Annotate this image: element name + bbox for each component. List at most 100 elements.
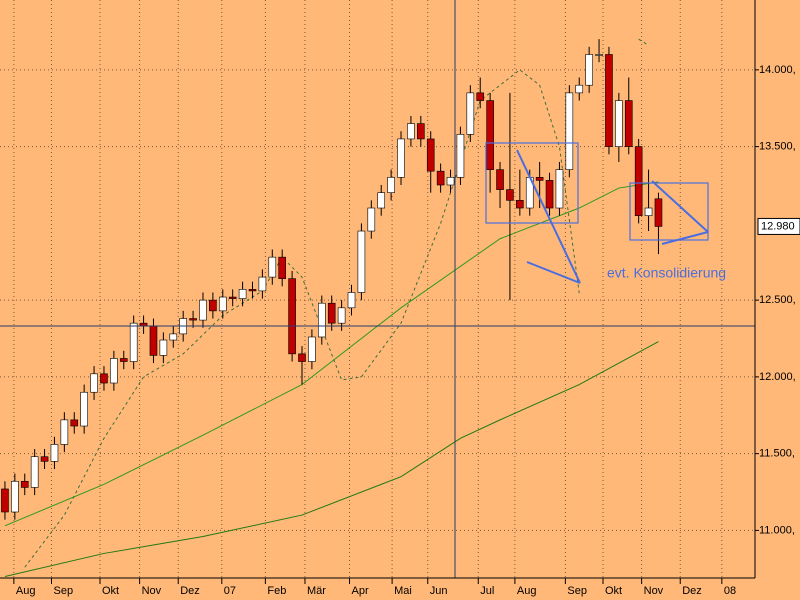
candle-body xyxy=(466,92,475,135)
candle-body xyxy=(228,296,237,299)
candle-body xyxy=(20,480,29,488)
candle-body xyxy=(397,138,405,178)
candle-body xyxy=(258,276,267,292)
x-tick-label: Sep xyxy=(567,585,587,597)
y-tick-label: 14.000, xyxy=(759,64,796,76)
y-tick-label: 12.000, xyxy=(759,371,796,383)
candle-body xyxy=(50,444,59,462)
candle-body xyxy=(199,299,207,321)
candle-body xyxy=(595,54,603,56)
x-tick-label: Okt xyxy=(605,585,622,597)
candle-body xyxy=(387,177,395,193)
candle-body xyxy=(159,339,168,356)
candle-body xyxy=(496,169,504,190)
candle-body xyxy=(318,302,326,338)
candle-body xyxy=(288,278,296,355)
candles xyxy=(1,39,663,520)
candle-body xyxy=(90,373,98,393)
x-tick-label: Jul xyxy=(480,585,494,597)
candle-body xyxy=(417,123,425,140)
box-annotation xyxy=(485,142,579,224)
candle-body xyxy=(337,307,346,324)
candle-body xyxy=(298,353,306,362)
candle-body xyxy=(555,169,564,209)
candle-body xyxy=(119,358,128,362)
candle-body xyxy=(149,325,158,356)
candle-body xyxy=(70,419,79,427)
x-tick-label: Feb xyxy=(267,585,286,597)
candle-body xyxy=(476,92,485,101)
x-tick-label: Nov xyxy=(142,585,162,597)
candle-body xyxy=(218,296,227,312)
candle-body xyxy=(347,292,356,309)
candle-body xyxy=(565,92,574,170)
candle-body xyxy=(377,192,386,209)
x-tick-label: Apr xyxy=(352,585,369,597)
arrow-line xyxy=(526,261,581,284)
candle-body xyxy=(1,488,9,513)
candle-body xyxy=(278,256,286,279)
candle-body xyxy=(644,207,653,216)
candle-body xyxy=(575,84,584,94)
candle-body xyxy=(585,54,593,86)
candle-body xyxy=(486,100,494,170)
x-tick-label: Aug xyxy=(16,585,36,597)
candle-body xyxy=(634,146,643,216)
annotation-shapes xyxy=(485,142,709,284)
x-tick-label: Mai xyxy=(394,585,412,597)
axes: 14.000, 13.500, 12.500, 12.000, 11.500, 11.00… xyxy=(13,64,800,597)
candle-body xyxy=(506,189,514,201)
box-annotation xyxy=(629,182,709,241)
arrow-line xyxy=(661,231,709,245)
candle-body xyxy=(545,180,554,209)
candle-body xyxy=(426,138,435,172)
candle-body xyxy=(268,256,277,278)
candle-body xyxy=(129,322,138,362)
current-value-label: 12.980 xyxy=(761,220,795,232)
candle-body xyxy=(446,177,455,186)
current-value-box xyxy=(757,217,800,235)
candle-body xyxy=(189,318,197,321)
x-tick-label: Mär xyxy=(307,585,326,597)
moving-average-line xyxy=(4,181,659,527)
y-tick-label: 11.000, xyxy=(759,524,795,536)
candle-body xyxy=(60,419,69,445)
candle-body xyxy=(535,177,544,181)
x-tick-label: 07 xyxy=(224,585,236,597)
candle-body xyxy=(605,54,613,147)
candle-body xyxy=(407,123,415,140)
candle-body xyxy=(327,302,336,324)
candle-body xyxy=(624,100,633,147)
candle-body xyxy=(248,289,257,292)
candle-body xyxy=(40,456,49,462)
arrow-line xyxy=(516,149,581,284)
x-tick-label: Dez xyxy=(682,585,702,597)
x-tick-label: Okt xyxy=(102,585,119,597)
x-tick-label: 08 xyxy=(724,585,736,597)
candle-body xyxy=(456,134,465,178)
candle-body xyxy=(357,230,366,293)
candle-body xyxy=(615,100,623,147)
y-tick-label: 11.500, xyxy=(759,448,795,460)
candle-body xyxy=(516,200,524,209)
candle-body xyxy=(80,391,88,427)
moving-average-line xyxy=(4,341,659,577)
candle-body xyxy=(654,198,663,227)
candle-body xyxy=(209,299,217,312)
y-tick-label: 12.500, xyxy=(759,294,796,306)
candle-body xyxy=(11,480,19,513)
x-tick-label: Dez xyxy=(180,585,200,597)
x-tick-label: Aug xyxy=(517,585,537,597)
candle-body xyxy=(100,373,108,384)
arrow-line xyxy=(651,180,709,233)
candle-body xyxy=(308,336,316,362)
annotation-text: evt. Konsolidierung xyxy=(607,265,726,281)
x-tick-label: Nov xyxy=(644,585,664,597)
x-tick-label: Sep xyxy=(53,585,73,597)
candle-body xyxy=(110,358,118,384)
x-tick-label: Jun xyxy=(430,585,448,597)
candle-body xyxy=(367,207,376,232)
candle-body xyxy=(169,333,178,341)
